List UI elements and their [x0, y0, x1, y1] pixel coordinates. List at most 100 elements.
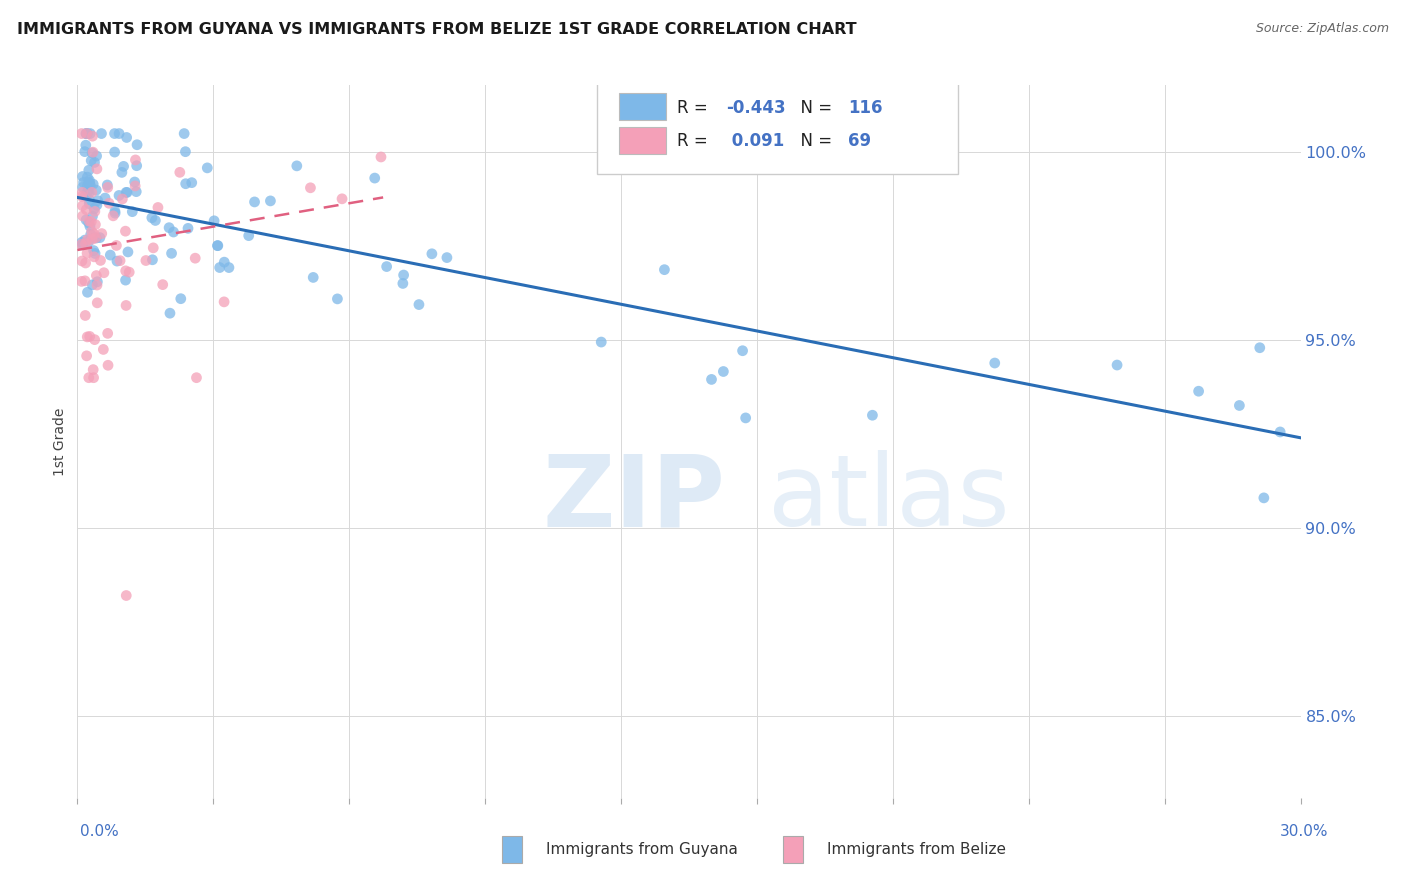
Point: [124, 178, 146, 193]
Point: [72, 199, 94, 213]
Point: [79, 177, 101, 191]
Point: [711, 364, 734, 378]
Point: [82, 145, 104, 160]
Point: [1249, 341, 1271, 355]
Point: [80, 227, 103, 242]
Point: [76, 170, 98, 185]
Point: [76, 178, 98, 193]
Point: [82, 232, 104, 246]
Point: [84, 231, 107, 245]
Text: 69: 69: [848, 132, 872, 150]
Point: [75, 188, 97, 202]
Point: [984, 356, 1007, 370]
Point: [218, 260, 240, 275]
Point: [108, 253, 131, 268]
Point: [84, 246, 107, 260]
Point: [86, 198, 108, 212]
Text: Source: ZipAtlas.com: Source: ZipAtlas.com: [1256, 22, 1389, 36]
Point: [77, 214, 100, 228]
Point: [70, 274, 93, 288]
Point: [862, 409, 884, 423]
Point: [162, 225, 184, 239]
Point: [370, 150, 392, 164]
Point: [302, 270, 325, 285]
Point: [124, 175, 146, 189]
Text: 0.0%: 0.0%: [80, 824, 120, 838]
Point: [87, 194, 110, 208]
Point: [73, 145, 96, 159]
Text: R =: R =: [676, 132, 713, 150]
Point: [115, 298, 138, 312]
Point: [731, 343, 754, 358]
Point: [420, 247, 443, 261]
Point: [141, 252, 163, 267]
Point: [79, 193, 101, 207]
FancyBboxPatch shape: [598, 78, 957, 174]
Point: [105, 238, 128, 252]
Point: [104, 206, 127, 220]
Point: [141, 211, 163, 225]
Point: [70, 127, 93, 141]
Point: [115, 186, 138, 200]
Point: [75, 202, 97, 217]
Point: [108, 127, 131, 141]
Point: [72, 186, 94, 200]
Point: [79, 219, 101, 234]
Text: 116: 116: [848, 99, 883, 117]
Text: 30.0%: 30.0%: [1281, 824, 1329, 838]
Point: [84, 231, 107, 245]
Point: [72, 180, 94, 194]
Point: [700, 372, 723, 386]
Point: [184, 251, 207, 265]
Point: [98, 196, 121, 211]
Point: [98, 248, 121, 262]
Point: [93, 266, 115, 280]
Point: [76, 127, 98, 141]
Point: [208, 260, 231, 275]
Point: [103, 127, 125, 141]
Point: [79, 178, 101, 193]
Point: [125, 185, 148, 199]
Point: [135, 253, 157, 268]
Point: [115, 130, 138, 145]
Point: [392, 268, 415, 282]
Point: [170, 292, 193, 306]
Text: Immigrants from Belize: Immigrants from Belize: [827, 842, 1005, 856]
Point: [82, 362, 104, 376]
Point: [1253, 491, 1275, 505]
Point: [82, 277, 104, 292]
Point: [97, 180, 120, 194]
Point: [75, 138, 97, 153]
Point: [80, 214, 103, 228]
Point: [143, 213, 166, 227]
Point: [125, 137, 148, 152]
Point: [114, 224, 136, 238]
Point: [79, 329, 101, 343]
Point: [238, 228, 260, 243]
Point: [84, 218, 107, 232]
Point: [90, 127, 112, 141]
Point: [214, 255, 236, 269]
Point: [83, 370, 105, 384]
Point: [93, 343, 115, 357]
Point: [83, 333, 105, 347]
Point: [76, 233, 98, 247]
Point: [115, 589, 138, 603]
Point: [70, 237, 93, 252]
Point: [79, 173, 101, 187]
Point: [86, 161, 108, 176]
Point: [86, 278, 108, 293]
FancyBboxPatch shape: [619, 127, 665, 154]
Point: [83, 227, 105, 241]
Text: Immigrants from Guyana: Immigrants from Guyana: [546, 842, 737, 856]
Point: [70, 254, 93, 268]
Point: [89, 253, 111, 268]
Text: ZIP: ZIP: [543, 450, 725, 547]
Point: [117, 244, 139, 259]
Point: [94, 191, 117, 205]
Point: [364, 171, 387, 186]
Point: [89, 230, 111, 244]
Point: [112, 160, 135, 174]
Point: [118, 265, 141, 279]
Point: [111, 165, 134, 179]
